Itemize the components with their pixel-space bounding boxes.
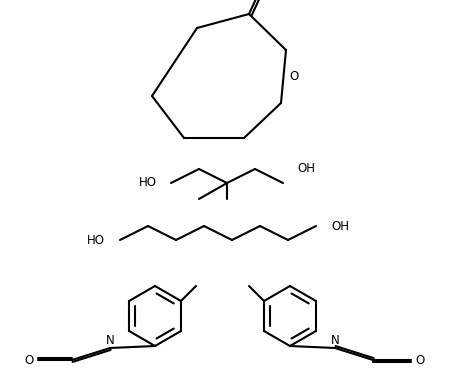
Text: O: O	[25, 354, 34, 366]
Text: N: N	[331, 333, 340, 346]
Text: HO: HO	[87, 234, 105, 246]
Text: HO: HO	[139, 177, 157, 189]
Text: N: N	[106, 333, 114, 346]
Text: O: O	[289, 70, 298, 83]
Text: OH: OH	[297, 162, 315, 176]
Text: O: O	[415, 354, 424, 366]
Text: OH: OH	[331, 219, 349, 232]
